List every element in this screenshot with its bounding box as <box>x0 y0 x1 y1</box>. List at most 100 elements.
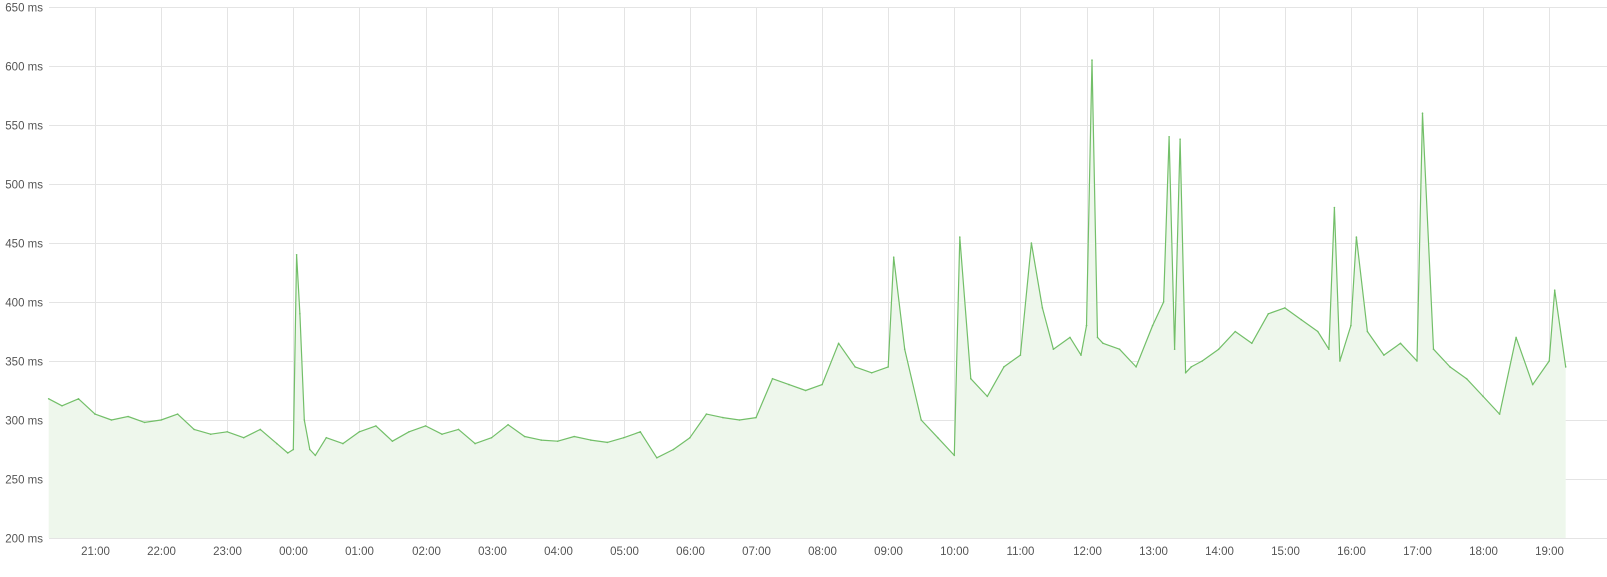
data-point <box>1003 366 1005 368</box>
data-point <box>490 436 493 439</box>
data-point <box>771 377 774 380</box>
data-point <box>606 441 609 444</box>
data-point <box>242 436 245 439</box>
data-point <box>722 416 724 419</box>
data-point <box>391 440 394 443</box>
y-tick-label: 350 ms <box>5 357 43 369</box>
data-point <box>507 423 509 426</box>
y-tick-label: 250 ms <box>5 475 43 487</box>
data-point <box>457 428 460 431</box>
data-point <box>1339 360 1341 362</box>
data-point <box>959 236 961 238</box>
data-point <box>1052 348 1055 351</box>
data-point <box>1366 330 1369 333</box>
data-point <box>1102 342 1104 345</box>
data-point <box>920 419 922 421</box>
data-point <box>160 419 162 421</box>
data-point <box>292 448 295 451</box>
data-point <box>1515 336 1517 339</box>
data-point <box>892 256 895 259</box>
x-tick-label: 04:00 <box>544 546 573 558</box>
data-point <box>590 439 592 441</box>
data-point <box>1168 136 1170 138</box>
data-point <box>1548 360 1550 362</box>
data-point <box>788 383 790 386</box>
data-point <box>1085 324 1088 327</box>
x-axis: 21:00 22:00 23:00 00:00 01:00 02:00 03:00 04:00… <box>81 546 1564 558</box>
data-point <box>358 431 361 433</box>
x-tick-label: 12:00 <box>1073 546 1102 558</box>
data-point <box>1383 354 1385 356</box>
data-point <box>325 436 328 439</box>
data-point <box>738 419 741 421</box>
data-point <box>540 439 542 441</box>
data-point <box>970 377 972 380</box>
x-tick-label: 18:00 <box>1469 546 1498 558</box>
data-point <box>295 254 298 256</box>
data-point <box>573 435 575 438</box>
data-point <box>441 433 443 436</box>
x-tick-label: 05:00 <box>610 546 639 558</box>
data-point <box>1217 348 1220 351</box>
data-point <box>287 452 289 454</box>
data-point <box>821 383 823 386</box>
y-tick-label: 200 ms <box>5 534 43 546</box>
data-point <box>1091 59 1093 61</box>
data-point <box>1432 348 1435 351</box>
data-point <box>804 389 807 392</box>
data-point <box>1284 307 1286 309</box>
y-axis: 200 ms 250 ms 300 ms 350 ms 400 ms 450 ms 500 … <box>5 3 43 546</box>
y-tick-label: 400 ms <box>5 298 43 310</box>
x-tick-label: 01:00 <box>345 546 374 558</box>
data-point <box>1030 242 1033 244</box>
data-point <box>94 413 96 415</box>
data-point <box>1251 342 1253 345</box>
data-point <box>854 366 856 368</box>
x-tick-label: 17:00 <box>1403 546 1432 558</box>
y-tick-label: 500 ms <box>5 180 43 192</box>
data-point <box>1300 318 1303 321</box>
data-point <box>77 398 80 400</box>
data-point <box>1531 383 1534 386</box>
data-point <box>705 413 708 415</box>
x-tick-label: 07:00 <box>742 546 771 558</box>
data-point <box>937 436 939 439</box>
data-point <box>342 442 344 445</box>
x-tick-label: 10:00 <box>940 546 969 558</box>
data-point <box>176 413 179 415</box>
data-point <box>1328 348 1330 351</box>
data-point <box>1184 372 1187 374</box>
data-point <box>1019 354 1022 356</box>
data-point <box>474 442 476 445</box>
data-point <box>1421 112 1424 114</box>
data-point <box>1118 348 1121 351</box>
data-point <box>1069 336 1071 339</box>
y-tick-label: 600 ms <box>5 62 43 74</box>
area-layer <box>47 59 1567 538</box>
data-point <box>1355 236 1358 238</box>
x-tick-label: 08:00 <box>808 546 837 558</box>
data-point <box>193 428 195 431</box>
data-point <box>556 440 559 443</box>
data-point <box>1080 354 1082 356</box>
y-tick-label: 450 ms <box>5 239 43 251</box>
data-point <box>1162 301 1165 303</box>
data-point <box>226 431 228 433</box>
data-point <box>1267 313 1270 315</box>
data-point <box>1449 366 1451 368</box>
data-point <box>656 457 658 459</box>
data-point <box>299 313 301 315</box>
data-point <box>689 436 691 439</box>
data-point <box>755 416 757 419</box>
data-point <box>672 448 675 451</box>
x-tick-label: 11:00 <box>1007 546 1035 558</box>
data-point <box>1482 395 1484 398</box>
x-tick-label: 21:00 <box>81 546 110 558</box>
data-point <box>1350 324 1352 327</box>
data-point <box>887 366 889 368</box>
data-point <box>1041 307 1044 309</box>
data-point <box>639 431 642 433</box>
data-point <box>314 454 317 457</box>
